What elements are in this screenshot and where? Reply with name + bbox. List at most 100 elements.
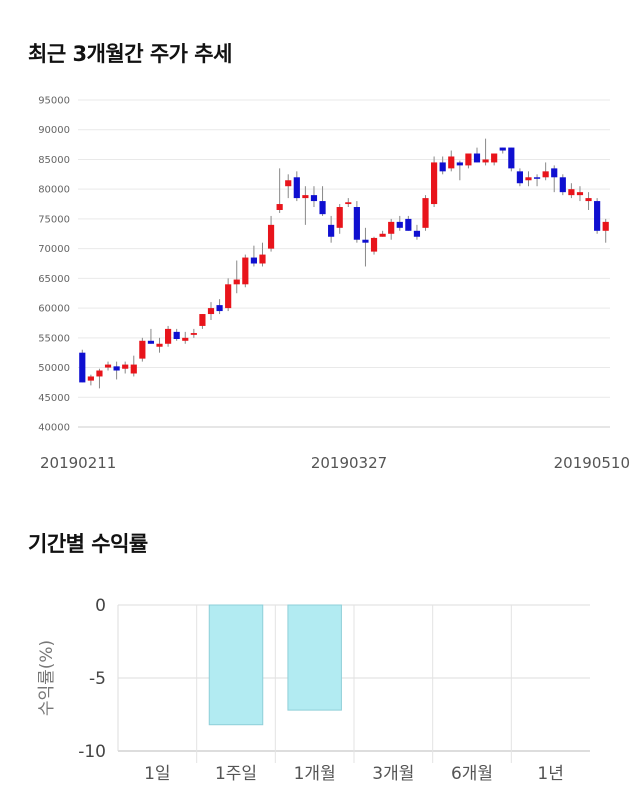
candle: [250, 245, 257, 267]
candle: [516, 168, 523, 187]
candle-body: [336, 207, 343, 228]
candle-body: [370, 237, 378, 252]
y-tick-label: 90000: [38, 125, 70, 136]
candle: [139, 337, 146, 362]
category-label: 6개월: [451, 764, 493, 784]
candle: [422, 195, 429, 231]
candle-body: [130, 364, 137, 374]
candle-body: [431, 162, 438, 205]
price-trend-title: 최근 3개월간 주가 추세: [28, 42, 232, 66]
candle-body: [568, 189, 575, 196]
candle-body: [156, 343, 163, 347]
candle: [405, 215, 412, 231]
candle-body: [388, 221, 395, 234]
candle: [242, 254, 249, 288]
candle: [199, 314, 206, 329]
candle-body: [276, 204, 283, 210]
candle-body: [465, 153, 472, 166]
candle: [319, 186, 326, 216]
candle: [542, 162, 549, 181]
candle-body: [405, 218, 412, 231]
candle-body: [328, 224, 335, 237]
candle: [362, 227, 369, 267]
candle: [551, 165, 558, 193]
candle: [559, 174, 566, 196]
candle: [465, 153, 472, 169]
candle-body: [456, 162, 463, 166]
candle-body: [396, 221, 403, 228]
candle-body: [576, 192, 584, 196]
candle: [216, 299, 223, 315]
candle-body: [190, 333, 197, 335]
candle: [448, 150, 455, 172]
candle: [104, 361, 112, 371]
candle-body: [147, 340, 155, 344]
candle-body: [482, 159, 489, 163]
x-tick-label: 20190510: [554, 454, 630, 472]
candle: [482, 138, 489, 166]
candle: [379, 230, 386, 237]
candle-body: [362, 239, 369, 243]
x-tick-label: 20190327: [311, 454, 387, 472]
candle-body: [233, 279, 240, 285]
x-tick-label: 20190211: [40, 454, 116, 472]
category-label: 1주일: [215, 764, 257, 784]
candle-body: [207, 308, 215, 315]
candle-body: [302, 195, 309, 199]
candle: [302, 186, 309, 225]
candle: [456, 160, 463, 181]
candle: [370, 236, 378, 255]
candle-body: [516, 171, 523, 184]
candle: [585, 192, 592, 210]
candle-body: [96, 370, 103, 377]
period-return-title: 기간별 수익률: [28, 532, 148, 556]
candlestick-chart: 40000 45000 50000 55000 60000 65000 70000 75000…: [38, 96, 630, 473]
candle: [491, 153, 498, 166]
candle-body: [439, 162, 446, 172]
candle: [568, 183, 575, 199]
candle-body: [113, 366, 120, 371]
y-tick-label: 75000: [38, 214, 70, 225]
candle: [156, 337, 163, 353]
y-tick-label: 80000: [38, 185, 70, 196]
y-tick-label: 60000: [38, 304, 70, 315]
candle: [173, 328, 180, 341]
candle-body: [551, 168, 558, 178]
return-bar-chart: 0 -5 -10 1일 1주일 1개월 3개월 6개월 1년 수익률(%): [37, 596, 590, 784]
y-tick-label: 65000: [38, 274, 70, 285]
candle: [182, 331, 189, 344]
candle-body: [508, 147, 515, 169]
candle: [576, 186, 584, 202]
candle-body: [473, 153, 481, 163]
candle: [285, 174, 292, 199]
category-label: 1년: [537, 764, 563, 784]
candle: [233, 260, 240, 294]
candle-body: [285, 180, 292, 187]
candle: [267, 215, 275, 252]
candle-body: [79, 352, 86, 383]
candle: [439, 156, 446, 175]
y-axis-label: 수익률(%): [37, 640, 57, 716]
candle-body: [216, 305, 223, 312]
candle-body: [250, 257, 257, 264]
y-tick-label: 85000: [38, 155, 70, 166]
candle: [388, 218, 395, 240]
candle-body: [413, 230, 421, 237]
candle: [113, 361, 120, 380]
candle: [87, 374, 94, 386]
candle: [293, 171, 300, 202]
candle-body: [499, 147, 506, 151]
candle: [533, 174, 541, 187]
candle: [310, 186, 318, 208]
candle: [147, 328, 155, 344]
candle: [276, 168, 283, 213]
candle: [225, 278, 232, 312]
candle-body: [259, 254, 266, 264]
candle-body: [104, 364, 112, 368]
candle-body: [87, 376, 94, 381]
candle-body: [379, 233, 386, 237]
y-tick-label: 70000: [38, 244, 70, 255]
candle: [336, 204, 343, 234]
candle: [79, 349, 86, 383]
candle: [473, 147, 481, 163]
